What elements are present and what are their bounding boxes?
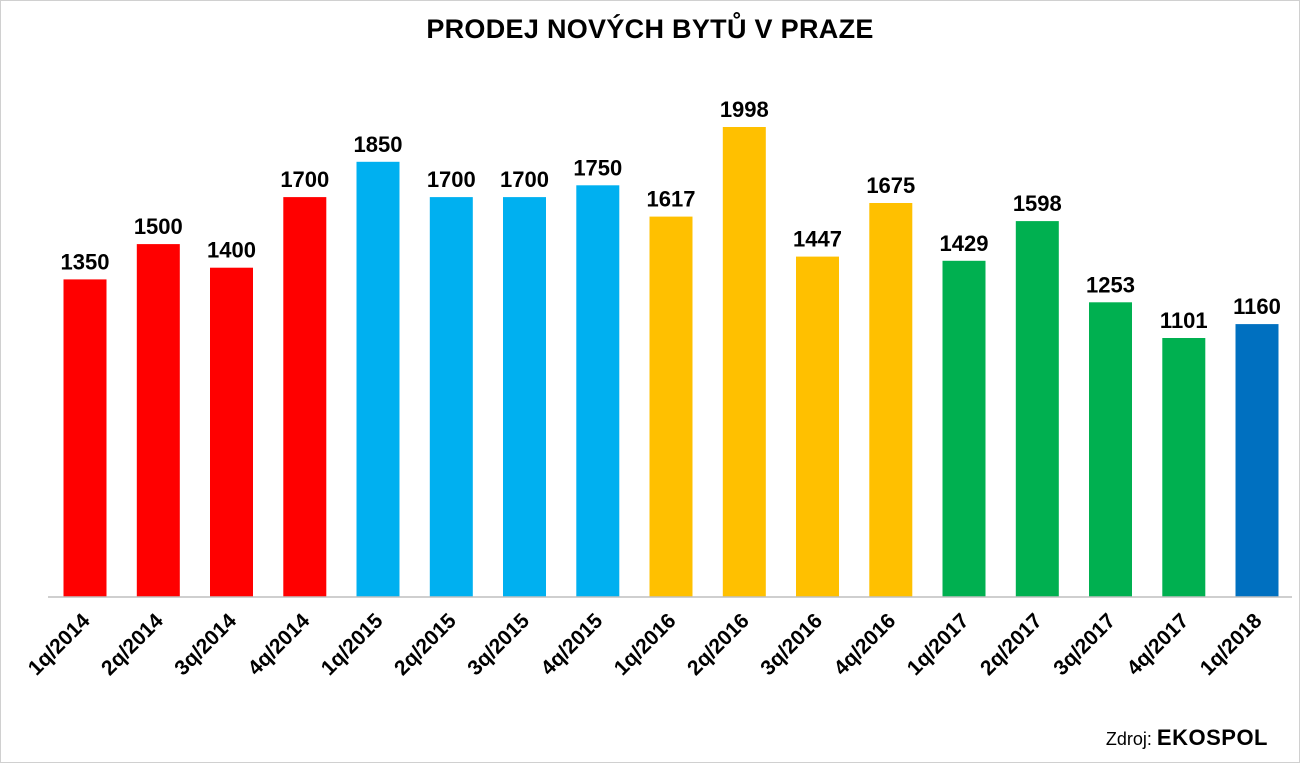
data-label: 1253	[1086, 272, 1135, 297]
source-prefix: Zdroj:	[1105, 729, 1152, 749]
x-tick-label: 4q/2015	[537, 609, 608, 680]
bar-4q/2015	[576, 185, 620, 598]
bar-1q/2017	[942, 260, 986, 597]
data-label: 1700	[280, 167, 329, 192]
data-label: 1700	[500, 167, 549, 192]
bar-4q/2017	[1162, 338, 1206, 597]
bar-3q/2016	[796, 256, 839, 597]
bar-1q/2015	[356, 161, 400, 598]
bar-4q/2014	[283, 197, 327, 597]
bar-1q/2016	[649, 216, 693, 597]
bar-3q/2014	[210, 267, 253, 597]
bar-2q/2017	[1015, 221, 1059, 597]
source-note: Zdroj: EKOSPOL	[1106, 725, 1268, 751]
source-name: EKOSPOL	[1156, 725, 1268, 750]
data-label: 1675	[866, 173, 915, 198]
x-tick-label: 1q/2016	[610, 609, 681, 680]
bar-4q/2016	[869, 203, 913, 597]
data-label: 1447	[793, 227, 842, 252]
chart-title: PRODEJ NOVÝCH BYTŮ V PRAZE	[426, 14, 874, 44]
bar-3q/2015	[503, 197, 546, 597]
x-tick-label: 2q/2015	[390, 609, 461, 680]
x-tick-label: 3q/2015	[463, 609, 534, 680]
bar-2q/2014	[136, 244, 180, 597]
bar-2q/2016	[722, 127, 766, 597]
bar-3q/2017	[1089, 302, 1132, 597]
x-tick-label: 1q/2015	[317, 609, 388, 680]
x-tick-label: 1q/2014	[24, 609, 95, 680]
x-tick-label: 2q/2017	[976, 609, 1047, 680]
data-label: 1350	[61, 249, 110, 274]
x-tick-label: 4q/2014	[244, 609, 315, 680]
data-label: 1750	[573, 155, 622, 180]
data-label: 1700	[427, 167, 476, 192]
bar-1q/2014	[63, 279, 107, 597]
x-tick-label: 2q/2016	[683, 609, 754, 680]
x-tick-label: 1q/2017	[903, 609, 974, 680]
x-tick-label: 2q/2014	[97, 609, 168, 680]
data-label: 1617	[647, 187, 696, 212]
x-tick-label: 4q/2017	[1123, 609, 1194, 680]
x-tick-label: 3q/2017	[1049, 609, 1120, 680]
x-tick-label: 3q/2014	[170, 609, 241, 680]
data-label: 1850	[354, 132, 403, 157]
data-label: 1400	[207, 238, 256, 263]
data-label: 1160	[1233, 294, 1281, 319]
bar-1q/2018	[1235, 324, 1279, 597]
data-label: 1101	[1160, 308, 1208, 333]
data-label: 1598	[1013, 191, 1062, 216]
bar-2q/2015	[429, 197, 473, 597]
data-label: 1998	[720, 97, 769, 122]
x-tick-label: 4q/2016	[830, 609, 901, 680]
x-tick-label: 3q/2016	[756, 609, 827, 680]
x-tick-label: 1q/2018	[1196, 609, 1267, 680]
data-label: 1429	[940, 231, 989, 256]
data-label: 1500	[134, 214, 183, 239]
